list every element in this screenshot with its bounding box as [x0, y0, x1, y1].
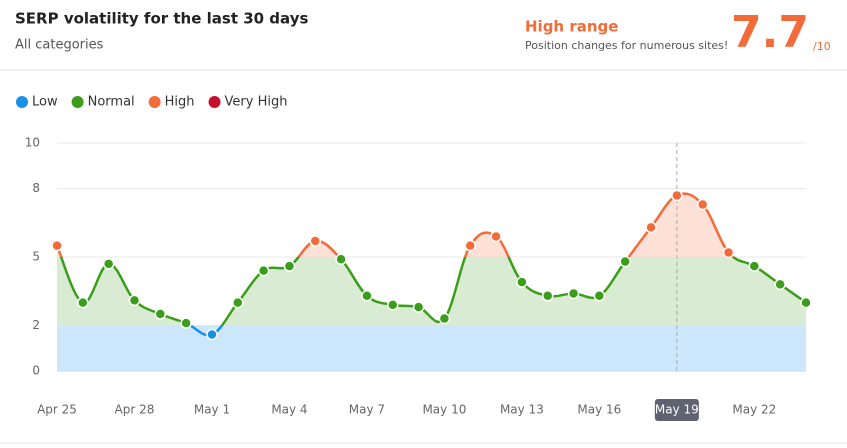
x-tick-label: May 22: [732, 403, 776, 417]
point: [77, 296, 89, 309]
score-max: /10: [813, 40, 831, 53]
x-tick-label: Apr 28: [115, 403, 155, 417]
legend-marker: [148, 96, 161, 108]
point: [361, 290, 373, 302]
y-tick-label: 0: [32, 364, 40, 378]
point: [619, 255, 631, 268]
chart-subtitle: All categories: [15, 38, 104, 53]
point: [154, 308, 167, 320]
point: [696, 198, 709, 211]
point: [567, 287, 580, 300]
legend-marker: [208, 96, 221, 108]
legend-marker: [71, 96, 84, 108]
point: [180, 317, 192, 329]
x-tick-label: May 1: [194, 403, 230, 417]
legend-marker: [16, 96, 28, 108]
point: [645, 221, 657, 234]
legend-label: Low: [32, 95, 58, 110]
point: [51, 239, 63, 252]
range-note: Position changes for numerous sites!: [525, 39, 728, 52]
x-tick-label: May 7: [349, 403, 385, 417]
x-tick-label: May 19: [655, 403, 699, 417]
y-tick-label: 8: [32, 181, 40, 195]
point: [490, 230, 502, 243]
point: [800, 296, 812, 309]
y-tick-label: 10: [25, 136, 40, 150]
point: [128, 294, 141, 307]
x-tick-label: May 13: [500, 403, 544, 417]
y-tick-label: 5: [32, 250, 40, 264]
point: [516, 276, 528, 288]
point: [593, 290, 606, 302]
range-title: High range: [525, 18, 618, 36]
legend-label: High: [165, 95, 195, 110]
point: [774, 278, 786, 291]
legend-label: Normal: [88, 95, 135, 110]
point: [671, 189, 683, 202]
point: [748, 260, 761, 272]
point: [387, 299, 399, 311]
point: [257, 264, 270, 277]
selected-label-bg: [654, 399, 699, 421]
point: [232, 296, 244, 309]
point: [541, 290, 554, 302]
x-tick-label: May 10: [422, 403, 466, 417]
score: 7.7: [731, 7, 809, 58]
legend-label: Very High: [225, 95, 288, 110]
chart-title: SERP volatility for the last 30 days: [15, 10, 308, 28]
point: [335, 253, 347, 266]
point: [412, 301, 425, 313]
x-tick-label: Apr 25: [37, 403, 77, 417]
point: [722, 246, 735, 259]
point: [309, 235, 322, 247]
point: [206, 328, 218, 341]
x-tick-label: May 16: [577, 403, 621, 417]
y-tick-label: 2: [32, 318, 40, 332]
point: [464, 239, 476, 252]
point: [283, 260, 296, 272]
x-tick-label: May 4: [271, 403, 307, 417]
point: [438, 312, 451, 325]
point: [102, 258, 115, 270]
area: [57, 193, 806, 371]
